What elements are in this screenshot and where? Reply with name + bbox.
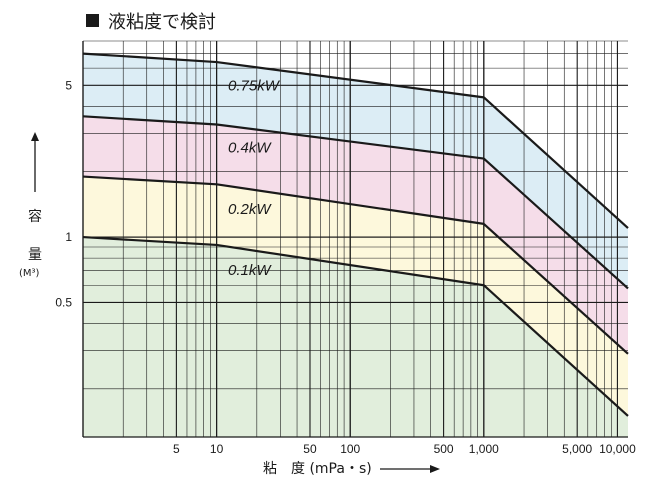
y-axis-unit: (M³): [19, 268, 40, 279]
series-label-3: 0.1kW: [228, 262, 272, 279]
y-axis-label-char-1: 容: [28, 209, 42, 225]
x-axis-label: 粘 度 (mPa・s): [263, 458, 441, 478]
x-tick-label: 500: [434, 442, 454, 456]
x-tick-label: 5: [173, 442, 180, 456]
series-label-1: 0.4kW: [228, 140, 272, 157]
y-tick-label: 5: [65, 78, 72, 92]
series-line-3: [82, 235, 629, 417]
x-tick-label: 100: [340, 442, 360, 456]
x-tick-label: 1,000: [469, 442, 499, 456]
up-arrow-icon: [31, 132, 39, 192]
series-label-0: 0.75kW: [228, 78, 281, 95]
x-tick-label: 50: [303, 442, 317, 456]
right-arrow-icon: [380, 465, 441, 473]
series-line-2: [82, 175, 629, 355]
x-tick-label: 10,000: [599, 442, 636, 456]
y-tick-label: 1: [65, 230, 72, 244]
title-square-icon: [86, 14, 99, 27]
series-label-2: 0.2kW: [228, 201, 272, 218]
series-line-1: [82, 115, 629, 290]
y-axis-label-char-2: 量: [28, 247, 42, 263]
x-tick-label: 10: [210, 442, 224, 456]
series-line-0: [82, 52, 629, 229]
y-axis-arrow: [29, 132, 41, 198]
x-axis-label-text: 粘 度 (mPa・s): [263, 461, 372, 477]
series-band-3: [83, 237, 628, 437]
y-tick-label: 0.5: [55, 295, 72, 309]
x-tick-label: 5,000: [562, 442, 592, 456]
chart-title: 液粘度で検討: [108, 12, 216, 33]
